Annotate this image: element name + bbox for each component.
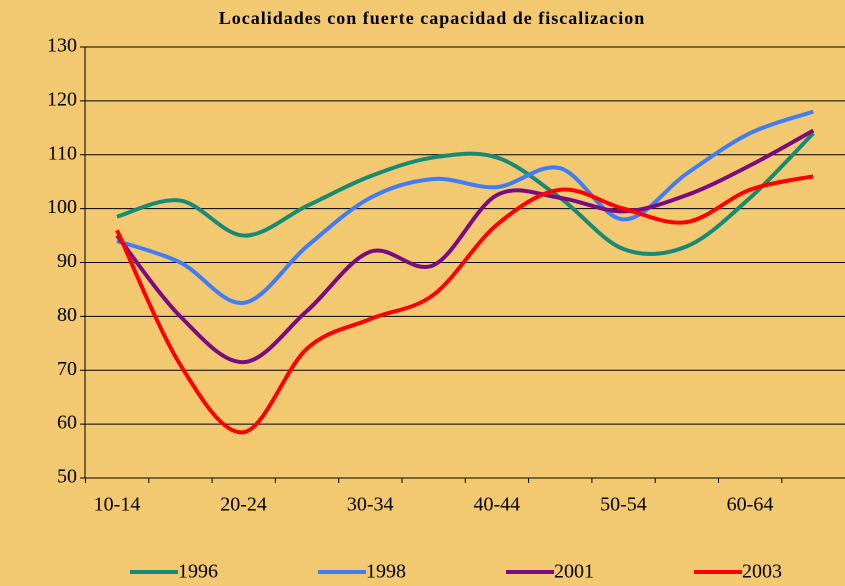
series-line (115, 128, 815, 365)
y-tick-label: 130 (47, 35, 77, 57)
chart-title: Localidades con fuerte capacidad de fisc… (219, 8, 645, 28)
series-line (116, 109, 814, 305)
series-line (116, 131, 815, 257)
series-line (115, 174, 814, 435)
y-tick-label: 100 (47, 196, 77, 218)
x-tick-label: 50-54 (600, 494, 647, 516)
legend-label: 1998 (366, 561, 406, 583)
x-tick-label: 60-64 (727, 494, 774, 516)
y-tick-label: 50 (57, 466, 77, 488)
y-tick-label: 60 (57, 412, 77, 434)
x-tick-label: 40-44 (473, 494, 520, 516)
legend-label: 2001 (554, 561, 594, 583)
legend-label: 2003 (742, 561, 782, 583)
legend-label: 1996 (178, 561, 218, 583)
x-tick-label: 20-24 (220, 494, 267, 516)
y-tick-label: 90 (57, 250, 77, 272)
x-tick-label: 30-34 (347, 494, 394, 516)
y-tick-label: 110 (48, 142, 77, 164)
y-tick-label: 80 (57, 304, 77, 326)
y-tick-label: 120 (47, 88, 77, 110)
y-tick-label: 70 (57, 358, 77, 380)
x-tick-label: 10-14 (94, 494, 141, 516)
